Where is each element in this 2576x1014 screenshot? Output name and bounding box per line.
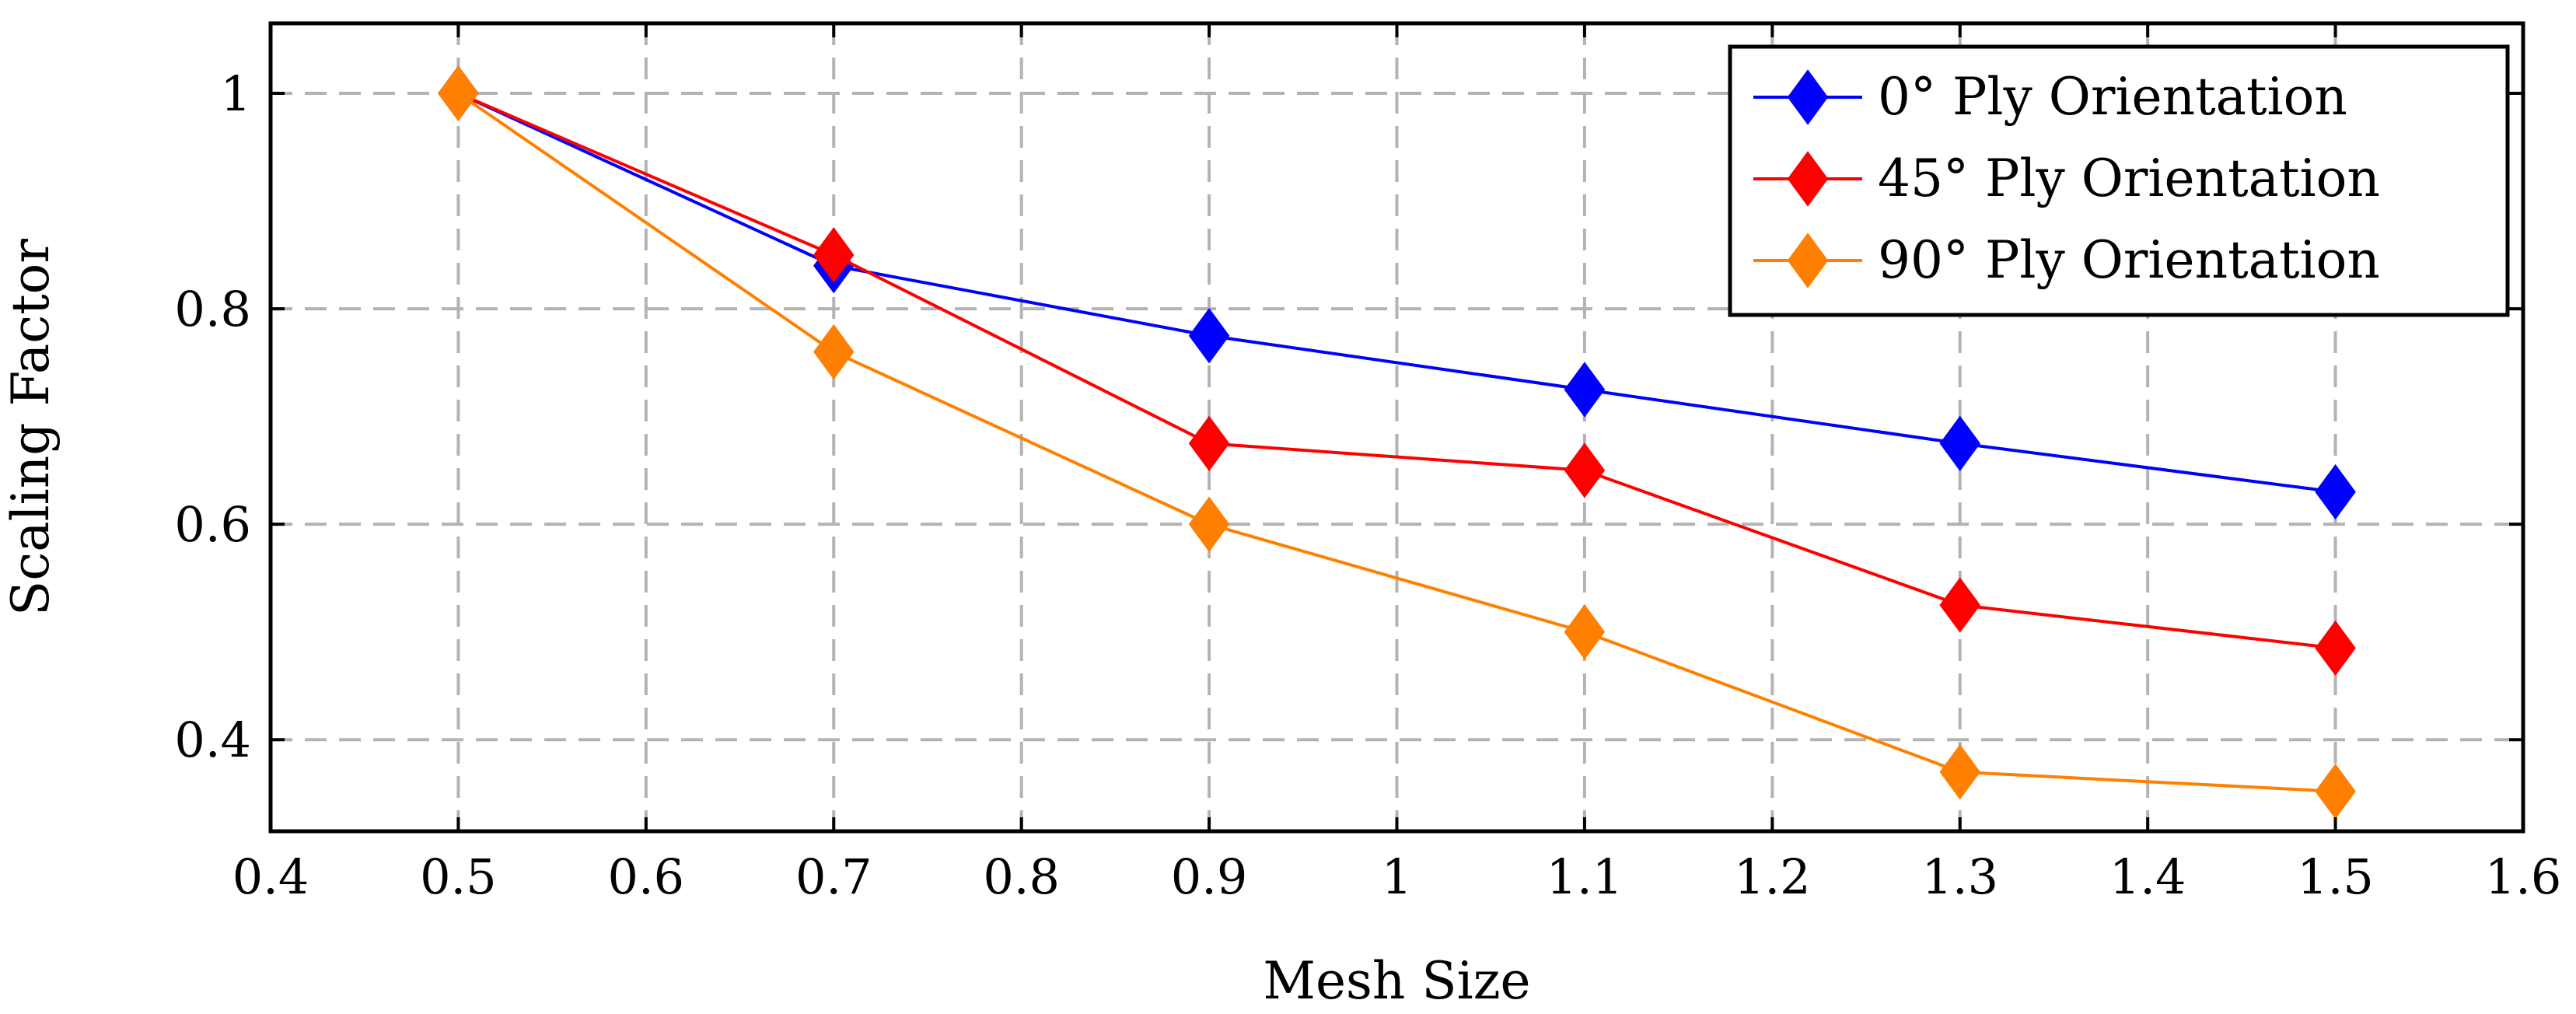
x-tick-label: 1.6 [2485,848,2562,905]
series-line [457,92,2336,793]
data-point-marker [1188,415,1230,471]
series-line [457,92,2336,494]
legend-box [1728,44,2510,317]
y-axis-title: Scaling Factor [1,239,61,616]
axis-ticks: 0.4 0.5 0.6 0.7 0.8 0.9 1 1.1 1.2 1.3 1.4 1.5 1.6 0.4… [174,23,2561,905]
data-point-marker [1939,744,1980,800]
legend-label: 45° Ply Orientation [1878,149,2380,208]
data-point-marker [1564,604,1606,660]
data-point-marker [2315,764,2356,820]
data-point-marker [2315,620,2356,677]
legend-label: 0° Ply Orientation [1878,67,2347,127]
y-tick-label: 0.8 [174,281,251,337]
x-tick-label: 1.2 [1734,848,1811,905]
data-point-marker [1188,496,1230,552]
y-tick-label: 0.4 [174,712,251,768]
series-line [457,92,2336,650]
x-tick-label: 1.1 [1547,848,1624,905]
x-tick-label: 0.6 [608,848,685,905]
x-tick-label: 1.4 [2109,848,2186,905]
x-tick-label: 0.7 [795,848,872,905]
legend-swatch-marker [1787,69,1829,125]
legend-entry: 45° Ply Orientation [1753,149,2380,208]
data-point-marker [438,65,479,121]
legend-label: 90° Ply Orientation [1878,230,2380,290]
x-tick-label: 0.4 [232,848,309,905]
legend-swatch-marker [1787,151,1829,207]
data-point-marker [1188,308,1230,364]
legend-swatch-marker [1787,233,1829,288]
data-point-marker [1939,415,1980,471]
legend-entry: 90° Ply Orientation [1753,230,2380,290]
legend-entry: 0° Ply Orientation [1753,67,2347,127]
x-axis-title: Mesh Size [1263,951,1530,1011]
x-tick-label: 0.8 [983,848,1060,905]
data-point-marker [1564,442,1606,498]
y-tick-label: 1 [221,65,251,122]
x-tick-label: 0.9 [1171,848,1248,905]
series-2 [438,65,2356,820]
data-point-marker [1564,362,1606,418]
y-tick-label: 0.6 [174,496,251,553]
x-tick-label: 1.3 [1921,848,1998,905]
legend: 0° Ply Orientation 45° Ply Orientation 90°… [1728,44,2510,317]
data-point-marker [813,323,855,380]
x-tick-label: 1.5 [2297,848,2374,905]
x-tick-label: 1 [1382,848,1412,905]
data-point-marker [1939,577,1980,633]
data-point-marker [2315,463,2356,520]
series-layer [438,65,2356,820]
data-point-marker [813,227,855,283]
x-tick-label: 0.5 [420,848,497,905]
